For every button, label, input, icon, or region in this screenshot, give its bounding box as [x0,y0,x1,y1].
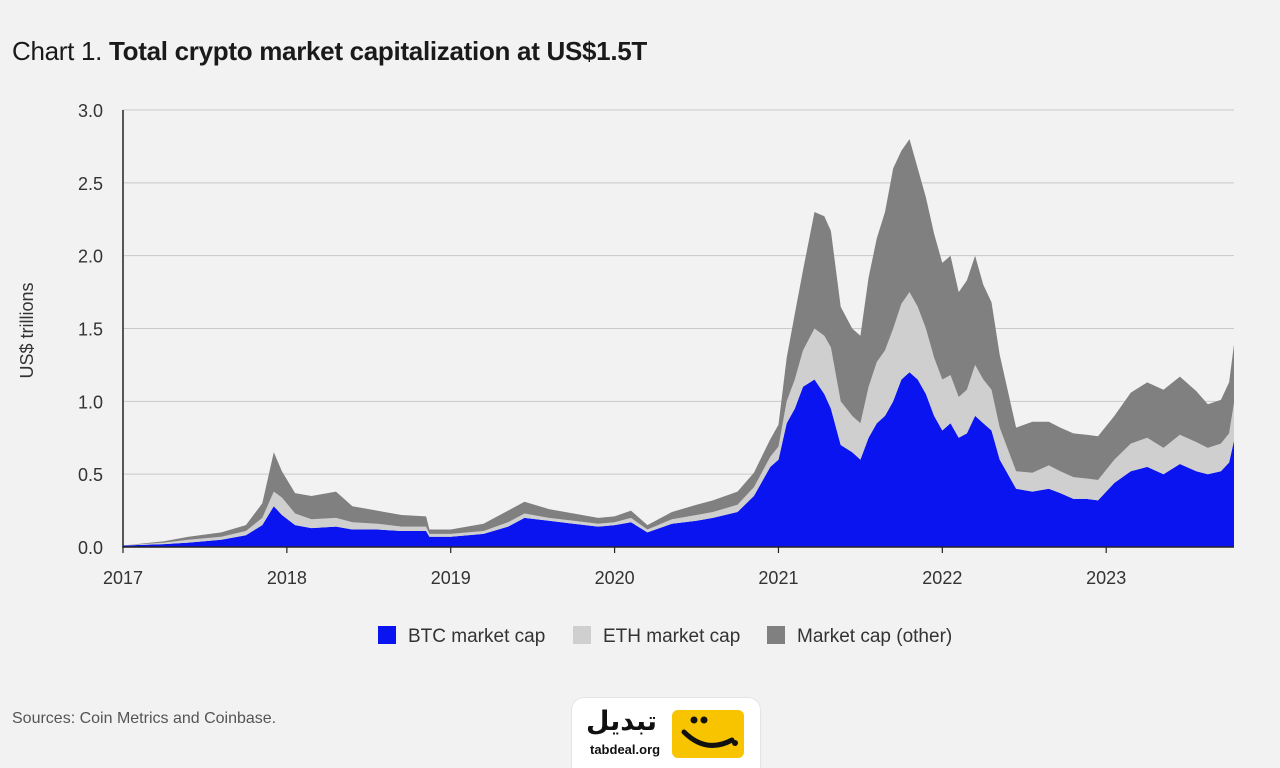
watermark-wordmark: تبدیل [586,706,657,737]
x-tick-label: 2017 [103,568,143,588]
x-tick-label: 2018 [267,568,307,588]
legend-label: BTC market cap [408,626,545,647]
smile-badge-icon [672,710,744,758]
y-tick-label: 2.0 [78,247,103,267]
chart-title: Chart 1. Total crypto market capitalizat… [12,36,647,67]
x-tick-label: 2020 [595,568,635,588]
legend-swatch [378,626,396,644]
legend-label: Market cap (other) [797,626,952,647]
legend-swatch [767,626,785,644]
watermark-logo: تبدیل tabdeal.org [572,698,760,768]
x-tick-label: 2021 [758,568,798,588]
watermark-domain: tabdeal.org [590,742,661,757]
legend-label: ETH market cap [603,626,740,647]
legend-swatch [573,626,591,644]
chart-title-prefix: Chart 1. [12,36,103,66]
x-tick-label: 2023 [1086,568,1126,588]
y-tick-label: 2.5 [78,174,103,194]
stacked-area-chart: 0.0 0.5 1.0 1.5 2.0 2.5 3.0 2017 2018 2019 2020 202… [17,101,1234,647]
y-axis-label: US$ trillions [17,282,37,378]
area-series-0 [123,372,1234,547]
x-tick-label: 2022 [922,568,962,588]
y-tick-label: 1.5 [78,320,103,340]
y-tick-label: 0.5 [78,465,103,485]
y-tick-label: 0.0 [78,538,103,558]
chart-title-main: Total crypto market capitalization at US… [109,36,647,66]
y-tick-label: 3.0 [78,101,103,121]
source-note: Sources: Coin Metrics and Coinbase. [12,710,277,727]
x-tick-label: 2019 [431,568,471,588]
y-tick-label: 1.0 [78,392,103,412]
